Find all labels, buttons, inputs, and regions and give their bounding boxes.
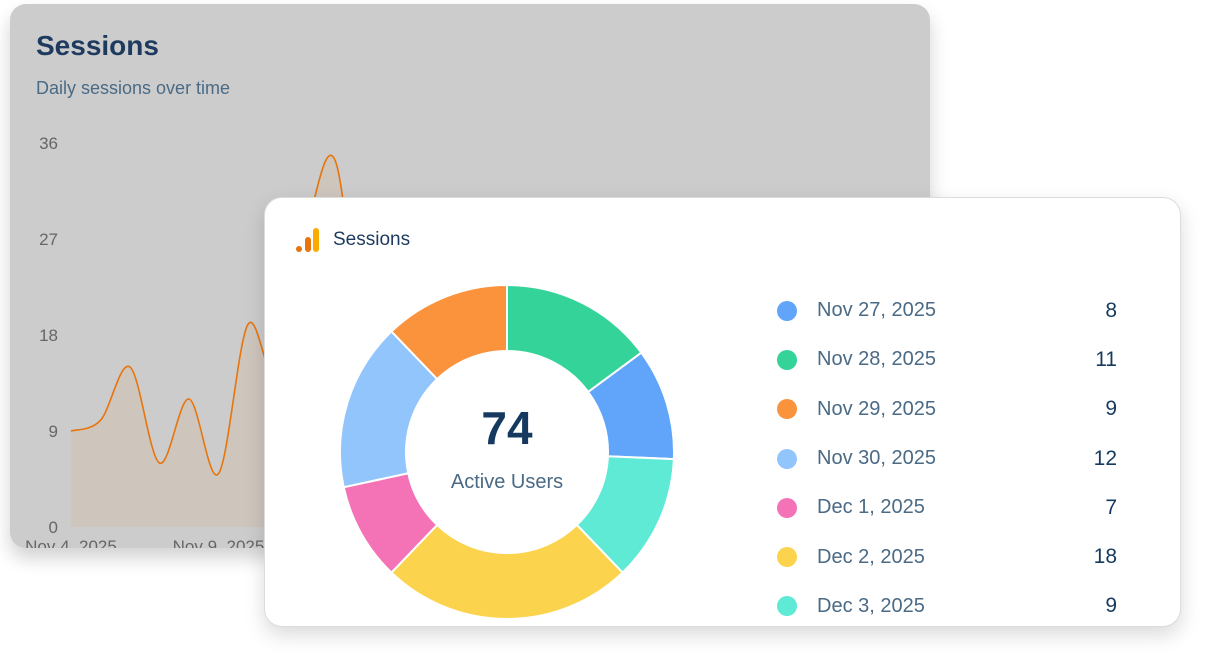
legend-label: Nov 30, 2025: [817, 447, 936, 470]
donut-slice[interactable]: [390, 283, 508, 381]
x-tick-label: Nov 4, 2025: [25, 537, 117, 548]
line-chart-subtitle: Daily sessions over time: [36, 78, 231, 98]
legend-label: Nov 29, 2025: [817, 397, 936, 420]
sessions-line: [70, 154, 367, 476]
bar-chart-logo-icon: [296, 228, 319, 252]
active-users-value: 74: [481, 402, 533, 454]
legend-item[interactable]: Nov 30, 2025 12: [777, 434, 1117, 483]
y-tick-label: 9: [49, 422, 58, 441]
legend-value: 9: [1105, 594, 1117, 618]
legend-color-dot: [777, 547, 797, 568]
legend-value: 8: [1105, 298, 1117, 322]
y-tick-label: 27: [39, 230, 58, 249]
legend-item[interactable]: Nov 28, 2025 11: [777, 335, 1117, 384]
legend-item[interactable]: Dec 3, 2025 9: [777, 582, 1117, 631]
donut-card-title: Sessions: [333, 229, 411, 250]
y-tick-label: 0: [49, 518, 58, 537]
legend-color-dot: [777, 497, 797, 518]
legend-color-dot: [777, 448, 797, 469]
legend-item[interactable]: Nov 29, 2025 9: [777, 385, 1117, 434]
x-tick-label: Nov 9, 2025: [173, 537, 265, 548]
legend-item[interactable]: Dec 1, 2025 7: [777, 483, 1117, 532]
legend-label: Nov 28, 2025: [817, 348, 936, 371]
legend: Nov 27, 2025 8 Nov 28, 2025 11 Nov 29, 2025 9…: [777, 286, 1117, 631]
legend-value: 9: [1105, 397, 1117, 421]
legend-label: Dec 3, 2025: [817, 594, 925, 617]
legend-value: 12: [1093, 446, 1117, 470]
y-tick-label: 18: [39, 326, 58, 345]
legend-color-dot: [777, 300, 797, 321]
legend-color-dot: [777, 399, 797, 420]
legend-label: Nov 27, 2025: [817, 299, 936, 322]
donut-chart: [339, 283, 675, 621]
legend-color-dot: [777, 596, 797, 617]
legend-label: Dec 2, 2025: [817, 545, 925, 568]
legend-value: 11: [1095, 347, 1117, 371]
legend-item[interactable]: Nov 27, 2025 8: [777, 286, 1117, 335]
y-tick-label: 36: [39, 134, 58, 153]
line-chart-title: Sessions: [36, 30, 159, 61]
card-header: Sessions: [295, 226, 410, 254]
active-users-label: Active Users: [450, 471, 564, 493]
legend-value: 7: [1105, 495, 1117, 519]
legend-label: Dec 1, 2025: [817, 496, 925, 519]
donut-slice[interactable]: [390, 523, 624, 621]
legend-color-dot: [777, 349, 797, 370]
legend-value: 18: [1093, 545, 1117, 569]
legend-item[interactable]: Dec 2, 2025 18: [777, 532, 1117, 581]
sessions-donut-card: Sessions 74 Active Users Nov 27, 2025 8 No…: [264, 197, 1181, 627]
